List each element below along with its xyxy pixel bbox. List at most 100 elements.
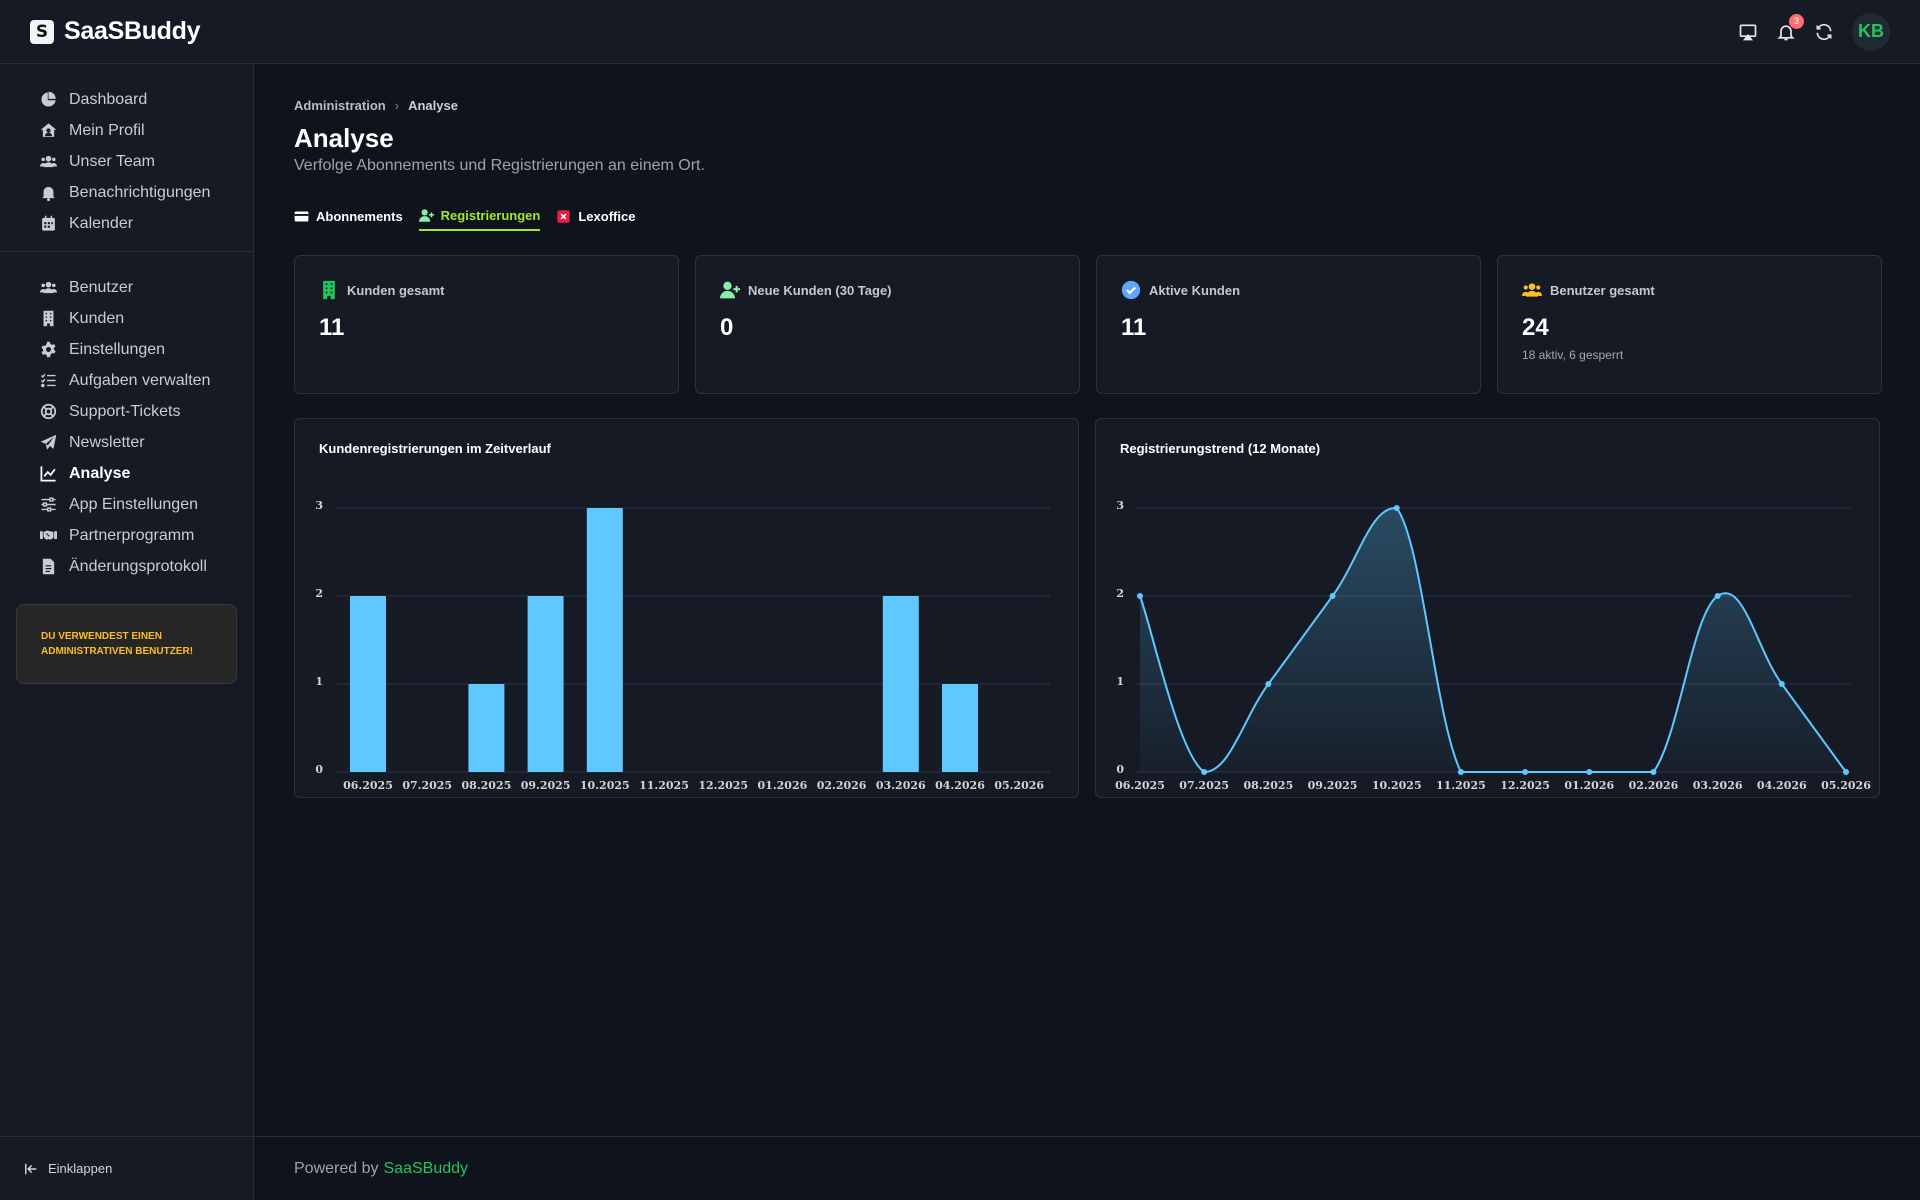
sidebar-item-newsletter[interactable]: Newsletter [0,427,253,458]
data-point [1714,593,1721,599]
x-tick-label: 12.2025 [698,779,748,792]
sidebar-item-label: Mein Profil [69,121,145,139]
x-tick-label: 01.2026 [1564,779,1614,792]
y-tick-label: 1 [315,675,323,688]
tab-registrierungen[interactable]: Registrierungen [418,201,541,231]
document-icon [42,558,55,575]
sidebar-item-app-einstellungen[interactable]: App Einstellungen [0,489,253,520]
sidebar-item-partnerprogramm[interactable]: Partnerprogramm [0,520,253,551]
y-tick-label: 3 [1116,499,1124,512]
sidebar-item-kunden[interactable]: Kunden [0,303,253,334]
tab-lexoffice[interactable]: Lexoffice [556,201,635,231]
data-point [1843,769,1849,775]
sidebar: Dashboard Mein Profil Unser Team Benachr… [0,64,254,1200]
sidebar-item-label: Aufgaben verwalten [69,371,211,389]
sidebar-item-benachrichtigungen[interactable]: Benachrichtigungen [0,177,253,208]
stats-grid: Kunden gesamt 11 Neue Kunden (30 Tage) 0… [294,255,1882,394]
data-point [1586,769,1593,775]
stat-extra: 18 aktiv, 6 gesperrt [1522,348,1624,362]
x-tick-label: 11.2025 [639,779,689,792]
breadcrumb-parent[interactable]: Administration [294,98,386,113]
sidebar-item-label: Kalender [69,214,134,232]
data-point [1329,593,1336,599]
sidebar-item-label: Änderungsprotokoll [69,557,207,575]
x-tick-label: 11.2025 [1436,779,1486,792]
sidebar-item-label: Analyse [69,464,131,482]
credit-card-icon [294,211,309,221]
user-plus-icon [418,208,434,222]
brand-logo-icon: S [30,19,54,44]
bar [350,596,386,772]
data-point [1457,769,1464,775]
building-icon [323,280,335,300]
stat-card-benutzer-gesamt: Benutzer gesamt 24 18 aktiv, 6 gesperrt [1497,255,1882,394]
stat-label: Benutzer gesamt [1550,282,1655,298]
x-tick-label: 09.2025 [1308,779,1358,792]
y-tick-label: 2 [315,587,323,600]
stat-value: 11 [1121,314,1147,341]
x-tick-label: 10.2025 [1372,779,1422,792]
x-tick-label: 12.2025 [1500,779,1550,792]
stat-label: Neue Kunden (30 Tage) [748,282,892,298]
stat-label: Kunden gesamt [347,282,445,298]
x-tick-label: 07.2025 [1179,779,1229,792]
task-list-icon [40,373,56,388]
sidebar-item-aufgaben-verwalten[interactable]: Aufgaben verwalten [0,365,253,396]
sidebar-item-analyse[interactable]: Analyse [0,458,253,489]
sidebar-item-unser-team[interactable]: Unser Team [0,146,253,177]
users-icon [1522,283,1542,297]
notification-badge: 3 [1789,13,1804,29]
sidebar-item-benutzer[interactable]: Benutzer [0,272,253,303]
footer-link[interactable]: SaaSBuddy [383,1159,469,1177]
y-tick-label: 1 [1116,675,1124,688]
brand-name: SaaSBuddy [64,17,201,45]
sidebar-item-label: App Einstellungen [69,495,198,513]
chart-title: Kundenregistrierungen im Zeitverlauf [319,441,551,456]
bar [468,684,505,772]
sidebar-item-aenderungsprotokoll[interactable]: Änderungsprotokoll [0,551,253,582]
user-plus-icon [720,281,740,299]
x-tick-label: 08.2025 [1243,779,1293,792]
bar [882,596,919,772]
brand[interactable]: S SaaSBuddy [30,17,201,46]
avatar[interactable]: KB [1852,12,1890,51]
y-tick-label: 2 [1116,587,1124,600]
x-tick-label: 06.2025 [343,779,393,792]
sidebar-item-einstellungen[interactable]: Einstellungen [0,334,253,365]
x-tick-label: 06.2025 [1115,779,1165,792]
tab-abonnements[interactable]: Abonnements [294,201,403,231]
stat-card-kunden-gesamt: Kunden gesamt 11 [294,255,679,394]
bell-icon[interactable]: 3 [1776,13,1804,42]
sidebar-item-mein-profil[interactable]: Mein Profil [0,115,253,146]
gear-icon [41,341,56,358]
cast-icon[interactable] [1738,22,1758,42]
collapse-label: Einklappen [48,1161,113,1176]
x-tick-label: 02.2026 [1629,779,1679,792]
bar [527,596,564,772]
collapse-icon [25,1163,37,1174]
y-tick-label: 3 [315,499,323,512]
users-icon [40,281,57,294]
stat-value: 24 [1522,314,1549,341]
page-subtitle: Verfolge Abonnements und Registrierungen… [294,157,705,174]
sidebar-item-label: Dashboard [69,90,148,108]
sidebar-item-label: Benachrichtigungen [69,183,211,201]
x-tick-label: 08.2025 [462,779,512,792]
sidebar-item-kalender[interactable]: Kalender [0,208,253,239]
sliders-icon [41,497,56,512]
chart-card-area: Registrierungstrend (12 Monate) 0 1 2 3 06.2… [1095,418,1880,798]
sidebar-item-dashboard[interactable]: Dashboard [0,84,253,115]
x-tick-label: 04.2026 [935,779,985,792]
sidebar-item-label: Support-Tickets [69,402,181,420]
stat-value: 11 [319,314,345,341]
sidebar-item-support-tickets[interactable]: Support-Tickets [0,396,253,427]
data-point [1650,769,1657,775]
tab-label: Lexoffice [578,208,636,224]
collapse-sidebar-button[interactable]: Einklappen [0,1136,253,1200]
chart-title: Registrierungstrend (12 Monate) [1120,441,1321,456]
refresh-icon[interactable] [1814,22,1834,42]
x-tick-label: 05.2026 [1821,779,1871,792]
admin-warning-note: DU VERWENDEST EINEN ADMINISTRATIVEN BENU… [16,604,237,684]
